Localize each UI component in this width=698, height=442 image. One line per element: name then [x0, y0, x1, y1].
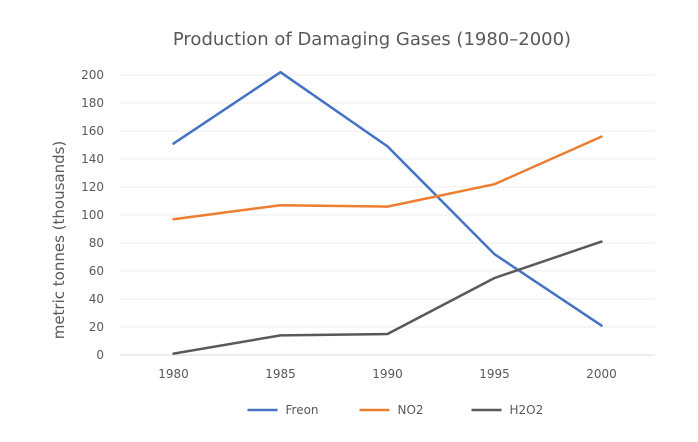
x-tick-label: 2000	[586, 367, 617, 381]
series-lines	[172, 70, 603, 355]
x-tick-label: 1980	[158, 367, 189, 381]
y-tick-label: 0	[96, 348, 104, 362]
series-line-freon	[172, 70, 603, 327]
legend: Freon NO2 H2O2	[247, 403, 544, 417]
x-tick-label: 1995	[479, 367, 510, 381]
x-axis-ticks: 1980 1985 1990 1995 2000	[158, 367, 617, 381]
legend-label: Freon	[286, 403, 319, 417]
y-axis-ticks: 0 20 40 60 80 100 120 140 160 180 200	[81, 68, 104, 362]
y-tick-label: 20	[89, 320, 104, 334]
y-tick-label: 200	[81, 68, 104, 82]
y-tick-label: 120	[81, 180, 104, 194]
y-tick-label: 180	[81, 96, 104, 110]
chart-title: Production of Damaging Gases (1980–2000)	[173, 29, 571, 50]
x-tick-label: 1985	[265, 367, 296, 381]
series-line-no2	[172, 135, 603, 221]
series-line-h2o2	[172, 240, 603, 355]
y-tick-label: 140	[81, 152, 104, 166]
y-tick-label: 100	[81, 208, 104, 222]
legend-label: NO2	[398, 403, 424, 417]
y-tick-label: 160	[81, 124, 104, 138]
y-tick-label: 40	[89, 292, 104, 306]
legend-label: H2O2	[510, 403, 544, 417]
y-tick-label: 80	[89, 236, 104, 250]
y-axis-label: metric tonnes (thousands)	[50, 141, 68, 340]
y-tick-label: 60	[89, 264, 104, 278]
x-tick-label: 1990	[372, 367, 403, 381]
